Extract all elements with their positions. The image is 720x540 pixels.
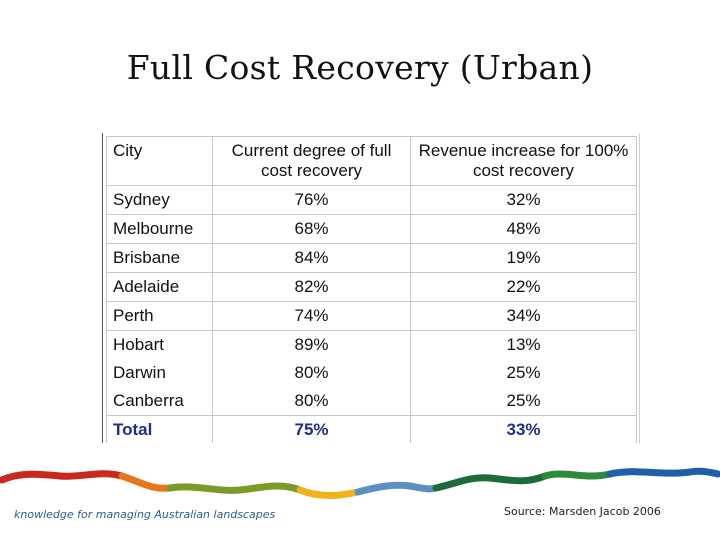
increase-cell: 48% [410,214,637,244]
city-cell: Hobart [106,330,213,359]
city-cell: Canberra [106,387,213,416]
city-cell: Darwin [106,359,213,387]
increase-cell: 34% [410,301,637,331]
total-current-cell: 75% [212,415,411,443]
total-increase-cell: 33% [410,415,637,443]
table-header-row: City Current degree of full cost recover… [106,136,637,186]
city-cell: Melbourne [106,214,213,244]
table-row: Brisbane 84% 19% [106,243,637,273]
table-row: Sydney 76% 32% [106,185,637,215]
slide-title: Full Cost Recovery (Urban) [126,48,594,87]
table-row: Canberra 80% 25% [106,387,637,416]
table-row: Darwin 80% 25% [106,359,637,387]
source-citation: Source: Marsden Jacob 2006 [504,505,661,518]
increase-cell: 22% [410,272,637,302]
header-revenue-increase: Revenue increase for 100% cost recovery [410,136,637,186]
table-row: Perth 74% 34% [106,301,637,331]
increase-cell: 13% [410,330,637,359]
current-cell: 76% [212,185,411,215]
wave-segment-green [541,470,614,480]
current-cell: 80% [212,387,411,416]
total-label-cell: Total [106,415,213,443]
city-cell: Perth [106,301,213,331]
wave-segment-yellow [296,486,362,499]
wave-segment-navy [606,467,720,478]
current-cell: 80% [212,359,411,387]
wave-segment-blue [354,481,440,496]
cost-recovery-table: City Current degree of full cost recover… [106,136,637,443]
increase-cell: 25% [410,359,637,387]
current-cell: 82% [212,272,411,302]
cost-recovery-table-frame: City Current degree of full cost recover… [102,133,640,443]
table-row: Melbourne 68% 48% [106,214,637,244]
increase-cell: 25% [410,387,637,416]
wave-segment-red [0,470,126,484]
landscape-wave-decoration [0,467,720,499]
wave-segment-dark-green [432,472,549,492]
current-cell: 84% [212,243,411,273]
city-cell: Sydney [106,185,213,215]
header-current-degree: Current degree of full cost recovery [212,136,411,186]
increase-cell: 32% [410,185,637,215]
increase-cell: 19% [410,243,637,273]
header-city: City [106,136,213,186]
current-cell: 68% [212,214,411,244]
city-cell: Adelaide [106,272,213,302]
wave-segment-olive [166,482,304,494]
city-cell: Brisbane [106,243,213,273]
table-total-row: Total 75% 33% [106,415,637,443]
wave-segment-orange [118,472,174,492]
current-cell: 89% [212,330,411,359]
table-row: Adelaide 82% 22% [106,272,637,302]
organization-tagline: knowledge for managing Australian landsc… [14,508,276,521]
current-cell: 74% [212,301,411,331]
table-row: Hobart 89% 13% [106,330,637,359]
